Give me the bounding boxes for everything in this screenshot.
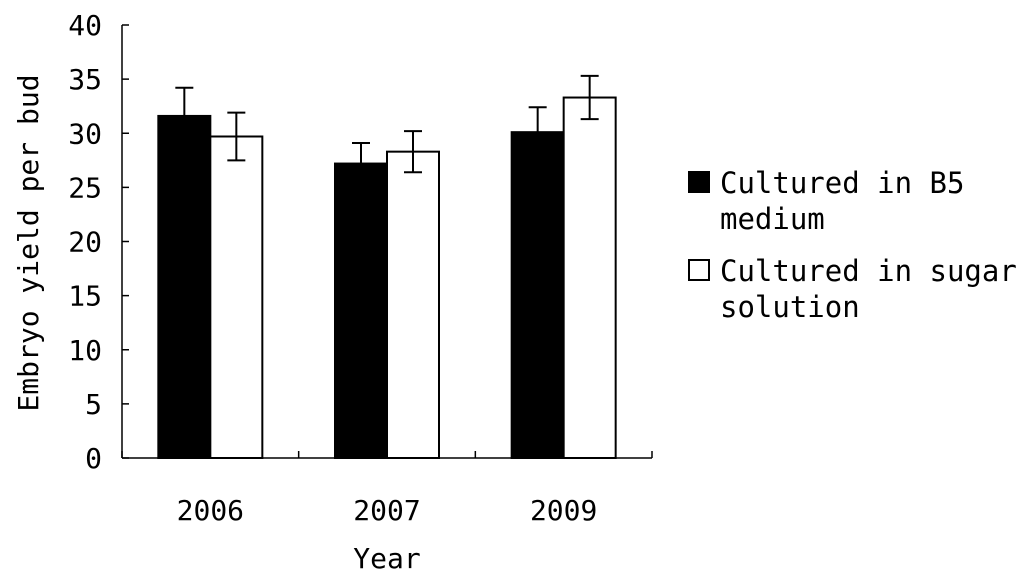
y-tick-label: 25	[68, 171, 102, 204]
y-tick-label: 30	[68, 117, 102, 150]
legend-swatch	[688, 171, 710, 193]
y-tick-label: 40	[68, 9, 102, 42]
y-tick-label: 0	[85, 442, 102, 475]
legend-label: Cultured in sugar	[720, 254, 1017, 288]
y-tick-label: 10	[68, 334, 102, 367]
bar	[157, 114, 212, 460]
error-bar	[227, 111, 246, 162]
y-tick-label: 15	[68, 280, 102, 313]
y-axis-title: Embryo yield per bud	[12, 74, 45, 411]
error-bars	[175, 74, 599, 186]
legend-swatch	[688, 259, 710, 281]
error-bar	[352, 141, 370, 186]
y-tick-label: 35	[68, 63, 102, 96]
bar	[334, 162, 388, 459]
legend-label: Cultured in B5	[720, 166, 964, 200]
y-tick-label: 20	[68, 226, 102, 259]
error-bar	[580, 74, 599, 121]
bar	[209, 135, 264, 459]
x-tick-label: 2009	[530, 494, 597, 527]
bar	[562, 96, 617, 459]
error-bar	[175, 86, 194, 146]
legend-label: medium	[720, 202, 825, 236]
bar	[386, 150, 440, 459]
bars	[157, 96, 617, 460]
error-bar	[404, 130, 422, 174]
x-axis-title: Year	[353, 542, 420, 571]
x-tick-label: 2007	[353, 494, 420, 527]
legend-label: solution	[720, 290, 860, 324]
tick-labels: 0 5 10 15 20 25 30 35 40 2006 2007 2009	[68, 9, 597, 527]
bar	[510, 131, 565, 459]
error-bar	[528, 106, 547, 159]
x-tick-label: 2006	[177, 494, 244, 527]
y-tick-label: 5	[85, 388, 102, 421]
